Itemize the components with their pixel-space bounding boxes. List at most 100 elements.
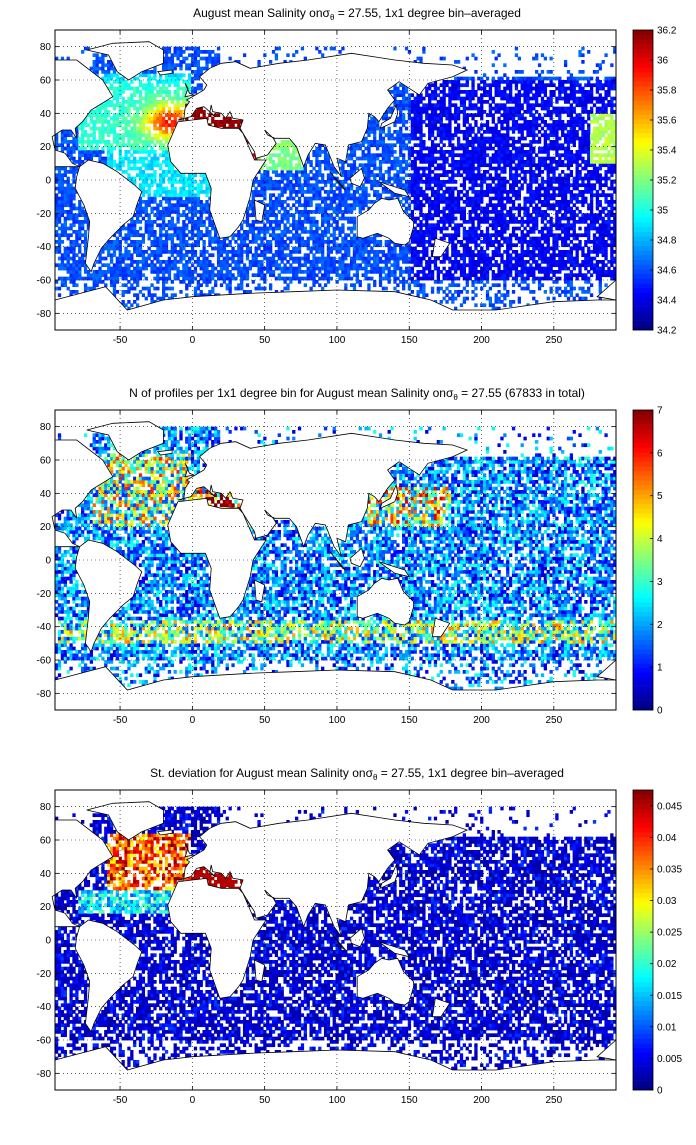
data-cell: [228, 263, 232, 268]
data-cell: [219, 250, 224, 254]
data-cell: [422, 180, 426, 184]
data-cell: [147, 186, 151, 191]
data-cell: [300, 226, 305, 231]
data-cell: [240, 256, 244, 261]
data-cell: [312, 216, 316, 221]
data-cell: [445, 233, 449, 238]
data-cell: [161, 226, 166, 231]
data-cell: [589, 196, 594, 201]
data-cell: [303, 210, 307, 214]
data-cell: [419, 203, 423, 208]
data-cell: [141, 193, 146, 198]
data-cell: [439, 236, 443, 241]
data-cell: [202, 240, 206, 244]
data-cell: [474, 246, 478, 251]
data-cell: [578, 216, 582, 221]
data-cell: [277, 153, 281, 158]
data-cell: [436, 256, 440, 261]
data-cell: [607, 236, 611, 241]
data-cell: [289, 163, 293, 168]
data-cell: [546, 203, 550, 208]
data-cell: [323, 196, 328, 201]
data-cell: [454, 290, 458, 294]
data-cell: [390, 273, 394, 278]
data-cell: [566, 200, 571, 204]
data-cell: [546, 250, 550, 254]
data-cell: [75, 276, 79, 281]
data-cell: [607, 203, 611, 208]
data-cell: [503, 276, 507, 281]
data-cell: [257, 243, 261, 248]
data-cell: [263, 286, 267, 291]
data-cell: [159, 210, 163, 214]
data-cell: [561, 236, 565, 241]
data-cell: [173, 246, 177, 251]
data-cell: [480, 303, 484, 308]
data-cell: [572, 266, 576, 271]
data-cell: [526, 183, 530, 188]
data-cell: [595, 243, 600, 248]
data-cell: [242, 263, 247, 268]
data-cell: [150, 283, 154, 288]
data-cell: [549, 223, 553, 228]
data-cell: [315, 210, 319, 214]
data-cell: [141, 206, 146, 211]
data-cell: [578, 210, 582, 214]
data-cell: [321, 236, 325, 241]
data-cell: [219, 263, 224, 268]
data-cell: [260, 243, 264, 248]
data-cell: [349, 260, 354, 264]
data-cell: [289, 276, 293, 281]
data-cell: [266, 156, 270, 161]
data-cell: [413, 283, 417, 288]
data-cell: [315, 196, 319, 201]
data-cell: [535, 173, 539, 178]
data-cell: [497, 296, 501, 301]
data-cell: [563, 210, 568, 214]
data-cell: [561, 240, 565, 244]
data-cell: [188, 230, 192, 234]
data-cell: [497, 250, 501, 254]
data-cell: [216, 256, 221, 261]
data-cell: [532, 163, 536, 168]
data-cell: [468, 276, 472, 281]
data-cell: [517, 260, 521, 264]
data-cell: [503, 240, 507, 244]
data-cell: [413, 240, 417, 244]
data-cell: [185, 200, 189, 204]
data-cell: [494, 160, 498, 164]
data-cell: [257, 246, 261, 251]
data-cell: [266, 186, 270, 191]
data-cell: [167, 256, 172, 261]
data-cell: [277, 226, 281, 231]
data-cell: [390, 176, 394, 181]
data-cell: [60, 266, 65, 271]
data-cell: [575, 260, 579, 264]
data-cell: [477, 236, 481, 241]
data-cell: [465, 250, 469, 254]
data-cell: [300, 213, 305, 218]
data-cell: [410, 276, 414, 281]
data-cell: [315, 203, 319, 208]
data-cell: [399, 170, 403, 174]
data-cell: [326, 263, 331, 268]
data-cell: [156, 256, 160, 261]
data-cell: [598, 160, 602, 164]
data-cell: [127, 160, 131, 164]
data-cell: [384, 286, 388, 291]
data-cell: [595, 153, 600, 158]
data-cell: [436, 280, 440, 284]
data-cell: [69, 210, 73, 214]
data-cell: [543, 196, 547, 201]
data-cell: [488, 260, 493, 264]
data-cell: [326, 213, 331, 218]
data-cell: [610, 220, 614, 224]
data-cell: [115, 290, 120, 294]
data-cell: [399, 166, 403, 171]
data-cell: [451, 210, 455, 214]
data-cell: [370, 240, 374, 244]
data-cell: [300, 173, 305, 178]
data-cell: [462, 216, 467, 221]
data-cell: [167, 276, 172, 281]
data-cell: [413, 220, 417, 224]
